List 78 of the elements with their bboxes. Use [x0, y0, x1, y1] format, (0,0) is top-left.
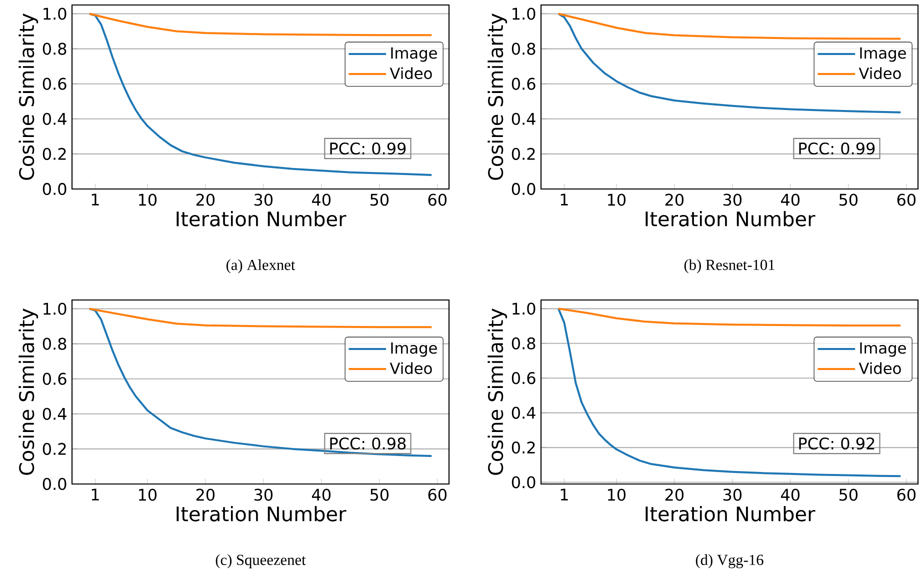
x-tick-label: 60	[897, 488, 916, 501]
x-tick-label: 50	[839, 194, 858, 206]
x-axis-title: Iteration Number	[176, 210, 346, 226]
text: (a) Alexnet	[226, 259, 296, 274]
x-tick-label: 1	[92, 488, 99, 500]
y-tick-label: 0.0	[512, 182, 536, 196]
x-tick-label: 30	[723, 194, 742, 206]
x-tick-label: 10	[138, 194, 157, 206]
x-tick-label: 20	[196, 194, 215, 206]
y-axis-title: Cosine Similarity	[488, 308, 508, 475]
x-tick-label: 40	[312, 194, 331, 206]
y-tick-label: 0.2	[512, 148, 535, 160]
y-tick-label: 0.2	[42, 442, 66, 455]
y-tick-label: 0.8	[42, 42, 66, 55]
x-tick-label: 20	[665, 194, 684, 206]
y-tick-label: 0.8	[512, 42, 536, 55]
x-axis-title: Iteration Number	[646, 210, 816, 226]
x-tick-label: 20	[196, 488, 215, 501]
y-tick-label: 0.6	[42, 78, 66, 90]
y-tick-label: 1.0	[512, 8, 536, 20]
x-tick-label: 40	[781, 488, 800, 501]
y-tick-label: 0.8	[42, 338, 66, 350]
x-tick-label: 1	[92, 194, 99, 206]
x-tick-label: 60	[428, 194, 447, 206]
y-tick-label: 0.4	[42, 112, 66, 125]
x-tick-label: 1	[560, 488, 568, 500]
text: (d) Vgg-16	[696, 554, 764, 568]
annotation: PCC: 0.99	[330, 142, 406, 155]
legend-label: Video	[858, 67, 901, 80]
x-tick-label: 1	[560, 194, 568, 206]
y-tick-label: 0.0	[512, 476, 536, 488]
annotation: PCC: 0.98	[330, 437, 406, 450]
y-tick-label: 1.0	[44, 302, 66, 315]
y-tick-label: 0.4	[512, 406, 536, 419]
legend-label: Video	[390, 362, 432, 374]
text: (b) Resnet-101	[684, 259, 774, 274]
legend-label: Image	[860, 342, 906, 357]
y-tick-label: 0.2	[512, 441, 535, 454]
y-tick-label: 0.6	[512, 372, 536, 384]
x-tick-label: 10	[608, 488, 626, 501]
y-tick-label: 1.0	[512, 302, 536, 315]
x-tick-label: 50	[839, 488, 858, 501]
x-tick-label: 20	[665, 488, 684, 501]
y-axis-title: Cosine Similarity	[488, 14, 508, 180]
x-tick-label: 60	[897, 194, 916, 206]
text: (c) Squeezenet	[216, 554, 306, 568]
y-tick-label: 1.0	[44, 8, 66, 20]
x-tick-label: 40	[312, 488, 331, 501]
x-tick-label: 10	[608, 194, 626, 206]
annotation: PCC: 0.99	[799, 142, 875, 155]
x-tick-label: 30	[254, 488, 273, 501]
x-tick-label: 50	[370, 488, 389, 501]
x-tick-label: 30	[723, 488, 742, 501]
legend-label: Image	[860, 47, 906, 62]
y-tick-label: 0.4	[512, 112, 536, 125]
x-tick-label: 40	[781, 194, 800, 206]
annotation: PCC: 0.92	[799, 437, 874, 450]
y-tick-label: 0.6	[42, 372, 66, 385]
legend-label: Image	[391, 342, 437, 357]
x-tick-label: 10	[138, 488, 157, 501]
y-tick-label: 0.0	[42, 478, 66, 490]
y-tick-label: 0.0	[42, 182, 66, 196]
x-tick-label: 60	[428, 488, 447, 501]
legend-label: Video	[390, 67, 432, 80]
y-axis-title: Cosine Similarity	[18, 14, 38, 180]
y-tick-label: 0.8	[512, 337, 536, 350]
x-tick-label: 30	[254, 194, 273, 206]
y-tick-label: 0.4	[42, 408, 66, 420]
y-tick-label: 0.6	[512, 78, 536, 90]
x-tick-label: 50	[370, 194, 389, 206]
x-axis-title: Iteration Number	[646, 506, 816, 522]
line-series	[557, 308, 902, 326]
legend-label: Image	[391, 47, 437, 62]
y-tick-label: 0.2	[42, 148, 66, 160]
x-axis-title: Iteration Number	[176, 506, 346, 522]
line-series	[88, 12, 433, 36]
legend-label: Video	[858, 362, 901, 374]
y-axis-title: Cosine Similarity	[18, 308, 38, 475]
